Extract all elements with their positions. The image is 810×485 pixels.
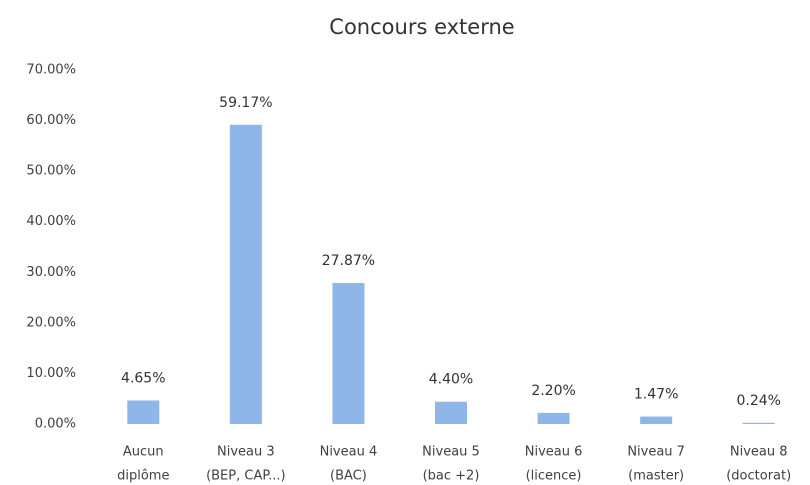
chart-title: Concours externe [329,15,514,39]
x-tick-label: Niveau 8 [730,445,788,460]
value-label: 1.47% [634,387,678,403]
bar [435,401,467,424]
y-tick-label: 70.00% [26,63,76,78]
value-label: 4.65% [121,370,165,386]
value-label: 27.87% [322,253,375,269]
y-tick-label: 0.00% [35,417,76,432]
x-tick-label: (doctorat) [726,469,791,484]
value-label: 4.40% [429,372,473,388]
x-tick-label: Niveau 4 [320,445,378,460]
bar [332,283,365,424]
y-tick-label: 10.00% [26,366,76,381]
y-tick-label: 50.00% [26,164,76,179]
y-tick-label: 30.00% [26,265,76,280]
bar [537,412,570,424]
x-tick-label: (BAC) [330,469,367,484]
bar [742,422,775,424]
value-label: 0.24% [736,393,780,409]
x-tick-label: (BEP, CAP...) [206,469,286,484]
y-tick-label: 60.00% [26,113,76,128]
x-tick-label: Aucun [123,445,164,460]
x-tick-label: (master) [628,469,684,484]
x-tick-label: Niveau 7 [627,445,685,460]
x-tick-label: (licence) [526,469,582,484]
x-tick-label: Niveau 6 [525,445,583,460]
value-label: 59.17% [219,95,272,111]
y-tick-label: 20.00% [26,315,76,330]
bar [229,124,262,424]
y-tick-label: 40.00% [26,214,76,229]
bar [640,416,673,424]
x-tick-label: Niveau 3 [217,445,275,460]
x-tick-label: Niveau 5 [422,445,480,460]
x-tick-label: (bac +2) [423,469,480,484]
bar [127,400,160,424]
x-tick-label: diplôme [117,469,169,484]
value-label: 2.20% [531,383,575,399]
